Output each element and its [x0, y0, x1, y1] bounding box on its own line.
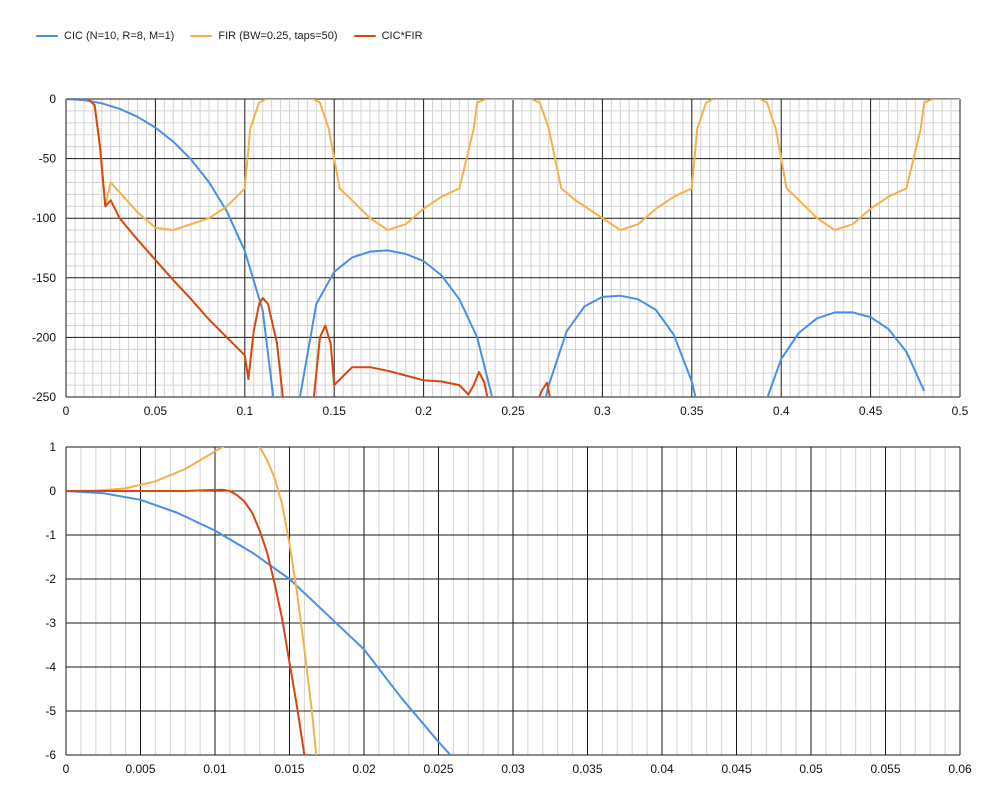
- major-grid: [65, 98, 961, 398]
- legend-swatch-cic-fir: [353, 35, 376, 37]
- x-tick-label: 0.02: [352, 762, 376, 776]
- y-tick-label: -1: [45, 528, 56, 542]
- x-tick-label: 0.045: [721, 762, 751, 776]
- y-tick-label: -4: [45, 660, 56, 674]
- x-tick-label: 0.015: [274, 762, 304, 776]
- y-tick-label: -6: [45, 748, 56, 762]
- x-tick-label: 0: [63, 404, 70, 418]
- y-tick-label: -250: [32, 390, 56, 404]
- x-tick-label: 0.055: [870, 762, 900, 776]
- frequency-response-chart: 0 0.05 0.1 0.15 0.2 0.25 0.3 0.35 0.4 0.45 0.5 0 -50…: [32, 92, 969, 418]
- x-tick-label: 0.01: [203, 762, 227, 776]
- series-line-1: [66, 447, 318, 755]
- series-line-0: [66, 99, 926, 397]
- legend-label-fir: FIR (BW=0.25, taps=50): [218, 30, 338, 42]
- y-tick-label: -50: [39, 152, 57, 166]
- x-tick-label: 0.035: [572, 762, 602, 776]
- y-tick-label: -100: [32, 211, 56, 225]
- x-tick-label: 0.2: [415, 404, 432, 418]
- legend-label-cic-fir: CIC*FIR: [381, 30, 423, 42]
- legend-item-cic-fir: CIC*FIR: [353, 30, 423, 42]
- y-tick-label: -200: [32, 330, 56, 344]
- legend: CIC (N=10, R=8, M=1) FIR (BW=0.25, taps=…: [36, 28, 439, 44]
- minor-grid: [80, 447, 946, 755]
- x-tick-label: 0.05: [799, 762, 823, 776]
- x-tick-label: 0.1: [236, 404, 253, 418]
- x-tick-label: 0.025: [423, 762, 453, 776]
- y-tick-label: -3: [45, 616, 56, 630]
- legend-item-cic: CIC (N=10, R=8, M=1): [36, 30, 174, 42]
- series-line-2: [66, 99, 551, 397]
- x-tick-label: 0.005: [125, 762, 155, 776]
- y-tick-label: 0: [49, 484, 56, 498]
- x-tick-label: 0.5: [952, 404, 969, 418]
- y-tick-label: -150: [32, 271, 56, 285]
- x-tick-label: 0.05: [144, 404, 168, 418]
- x-tick-label: 0.04: [650, 762, 674, 776]
- x-tick-label: 0.03: [501, 762, 525, 776]
- x-tick-label: 0.3: [594, 404, 611, 418]
- x-tick-label: 0.25: [501, 404, 525, 418]
- y-tick-label: -5: [45, 704, 56, 718]
- series-line-2: [66, 488, 306, 755]
- x-tick-label: 0.4: [773, 404, 790, 418]
- x-tick-label: 0: [63, 762, 70, 776]
- x-tick-label: 0.45: [859, 404, 883, 418]
- series-group: [66, 99, 960, 397]
- y-tick-label: -2: [45, 572, 56, 586]
- x-tick-label: 0.06: [948, 762, 972, 776]
- y-tick-label: 1: [49, 440, 56, 454]
- y-tick-label: 0: [49, 92, 56, 106]
- series-group: [66, 447, 452, 755]
- series-line-1: [66, 99, 960, 232]
- passband-zoom-chart: 0 0.005 0.01 0.015 0.02 0.025 0.03 0.035 0.04 0.0…: [45, 440, 972, 776]
- x-tick-label: 0.35: [680, 404, 704, 418]
- major-grid: [65, 446, 961, 756]
- legend-swatch-cic: [36, 35, 58, 37]
- legend-item-fir: FIR (BW=0.25, taps=50): [190, 30, 338, 42]
- legend-label-cic: CIC (N=10, R=8, M=1): [64, 30, 175, 42]
- legend-swatch-fir: [190, 35, 213, 37]
- x-tick-label: 0.15: [323, 404, 347, 418]
